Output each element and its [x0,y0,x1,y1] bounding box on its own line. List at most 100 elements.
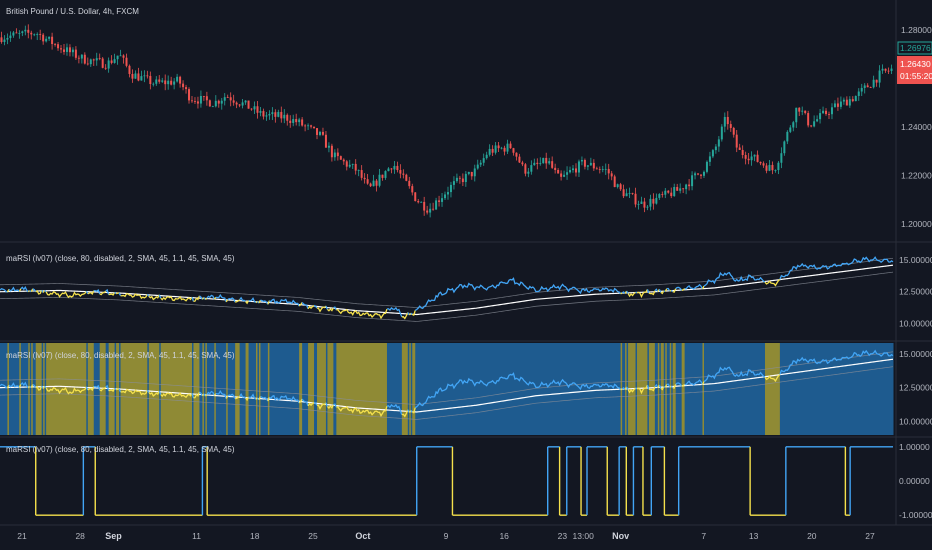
state-bg-blue [666,343,671,435]
state-bg-yellow [327,343,334,435]
candle-body [375,180,378,186]
indicator-pane-1[interactable]: maRSI (lv07) (close, 80, disabled, 2, SM… [0,254,894,322]
candle-body [339,156,342,160]
marsi-line-below [307,401,315,407]
candle-body [863,85,866,88]
candle-body [705,161,708,172]
candle-body [533,162,536,166]
marsi-line-above [621,291,626,295]
candle-body [872,79,875,88]
candle-body [452,181,455,185]
candle-body [441,198,444,202]
state-bg-yellow [336,343,388,435]
candle-body [176,76,179,82]
candle-body [143,75,146,77]
candle-body [569,170,572,173]
candle-body [423,201,426,211]
time-axis-label: 27 [865,531,875,541]
indicator-pane-2[interactable]: maRSI (lv07) (close, 80, disabled, 2, SM… [0,343,894,435]
candle-body [554,167,557,171]
candle-body [235,102,238,105]
marsi-line-below [764,278,781,287]
indicator-pane-3[interactable]: maRSI (lv07) (close, 80, disabled, 2, SM… [0,445,893,516]
candle-body [708,156,711,162]
candle-body [405,174,408,181]
price-axis-tick: 1.28000 [901,25,932,35]
candle-body [92,59,95,61]
state-bg-blue [29,343,32,435]
candle-body [512,148,515,153]
candle-body [77,57,80,59]
state-bg-blue [93,343,101,435]
candle-body [167,80,170,85]
marsi-line-above [20,285,29,293]
time-axis-label: 23 [558,531,568,541]
candle-body [458,177,461,179]
indicator-axis-tick: 15.00000 [899,255,932,265]
state-bg-blue [0,343,8,435]
candle-body [295,119,298,123]
state-bg-yellow [205,343,208,435]
candle-body [30,32,33,35]
indicator-1-axis[interactable]: 15.00000 12.50000 10.00000 [899,255,932,328]
marsi-line-below [307,304,315,310]
candle-body [384,171,387,178]
state-bg-blue [191,343,194,435]
candle-body [390,168,393,170]
marsi-line-below [336,308,388,320]
marsi-line-above [248,297,257,304]
marsi-line-below [636,384,649,395]
marsi-line-above [654,288,659,293]
candle-body [327,145,330,148]
time-axis-label: 11 [192,531,201,541]
indicator-2-axis[interactable]: 15.00000 12.50000 10.00000 [899,349,932,427]
candle-body [735,134,738,148]
candle-body [518,156,521,163]
indicator-3-title: maRSI (lv07) (close, 80, disabled, 2, SM… [6,445,235,454]
last-price-tag: 1.26430 01:55:20 [897,56,932,84]
candle-body [688,184,691,187]
marsi-line-below [326,404,334,409]
candle-body [649,198,652,207]
candle-body [756,154,759,162]
time-axis[interactable]: 21 28 Sep 11 18 25 Oct 9 16 23 13:00 Nov 7 13 20 27 [17,531,875,541]
state-bg-blue [302,343,309,435]
candle-body [214,100,217,107]
time-axis-label: Nov [612,531,629,541]
candle-body [765,165,768,171]
marsi-line-below [35,385,43,391]
time-axis-label: 16 [499,531,509,541]
state-bg-blue [654,343,659,435]
candle-body [813,121,816,127]
candle-body [670,192,673,197]
candle-body [711,150,714,157]
candle-body [378,174,381,186]
state-bg-blue [407,343,410,435]
candle-body [74,49,77,58]
candle-body [241,102,244,106]
candle-body [57,44,60,49]
candle-body [634,193,637,205]
candle-body [348,164,351,167]
marsi-line-below [213,393,217,396]
state-bg-yellow [412,343,416,435]
marsi-line-above [325,402,329,407]
price-pane[interactable]: British Pound / U.S. Dollar, 4h, FXCM [0,7,893,218]
candle-body [265,115,268,117]
candle-body [586,165,589,167]
candle-body [560,173,563,177]
candle-body [363,177,366,180]
candle-body [503,147,506,152]
state-bg-blue [260,343,269,435]
candle-body [208,100,211,107]
state-bg-yellow [308,343,315,435]
candle-body [42,34,45,42]
candle-body [595,168,598,170]
candle-body [256,106,259,113]
marsi-line-below [701,285,705,290]
marsi-line-above [410,410,413,413]
indicator-3-axis[interactable]: 1.00000 0.00000 -1.00000 [899,442,932,520]
symbol-title: British Pound / U.S. Dollar, 4h, FXCM [6,7,139,16]
marsi-line-below [87,290,95,295]
